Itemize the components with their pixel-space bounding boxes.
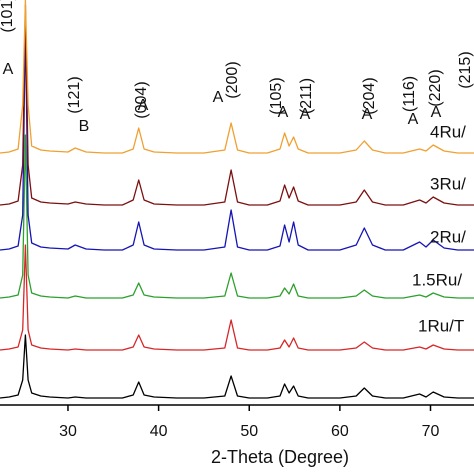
phase-label: A xyxy=(213,89,224,106)
x-tick-label: 60 xyxy=(331,423,349,440)
hkl-label: (101) xyxy=(0,0,16,33)
hkl-label: (204) xyxy=(361,77,378,114)
phase-label: A xyxy=(431,104,442,121)
phase-label: A xyxy=(3,61,14,78)
phase-label: A xyxy=(300,106,311,123)
x-axis-label: 2-Theta (Degree) xyxy=(211,447,349,467)
phase-label: A xyxy=(362,106,373,123)
hkl-label: (200) xyxy=(224,61,241,98)
x-tick-label: 40 xyxy=(150,423,168,440)
series-label: 1.5Ru/ xyxy=(412,270,462,289)
phase-label: A xyxy=(278,104,289,121)
series-label: 1Ru/T xyxy=(418,316,464,335)
hkl-label: (004) xyxy=(133,81,150,118)
series-label: 2Ru/ xyxy=(430,227,466,246)
xrd-line xyxy=(0,334,474,399)
x-tick-label: 30 xyxy=(59,423,77,440)
phase-label: A xyxy=(138,97,149,114)
hkl-label: (220) xyxy=(427,69,444,106)
xrd-line xyxy=(0,244,474,351)
hkl-label: (105) xyxy=(268,77,285,114)
xrd-line xyxy=(0,0,474,154)
xrd-line xyxy=(0,24,474,251)
hkl-label: (215) xyxy=(457,51,474,88)
series-label: 4Ru/ xyxy=(430,122,466,141)
phase-label: A xyxy=(408,111,419,128)
hkl-label: (121) xyxy=(66,76,83,113)
xrd-line xyxy=(0,134,474,299)
phase-label: B xyxy=(79,118,90,135)
xrd-line xyxy=(0,4,474,206)
hkl-label: (116) xyxy=(401,76,418,112)
x-tick-label: 50 xyxy=(240,423,258,440)
x-tick-label: 70 xyxy=(422,423,440,440)
hkl-label: (211) xyxy=(298,78,315,114)
series-label: 3Ru/ xyxy=(430,174,466,193)
